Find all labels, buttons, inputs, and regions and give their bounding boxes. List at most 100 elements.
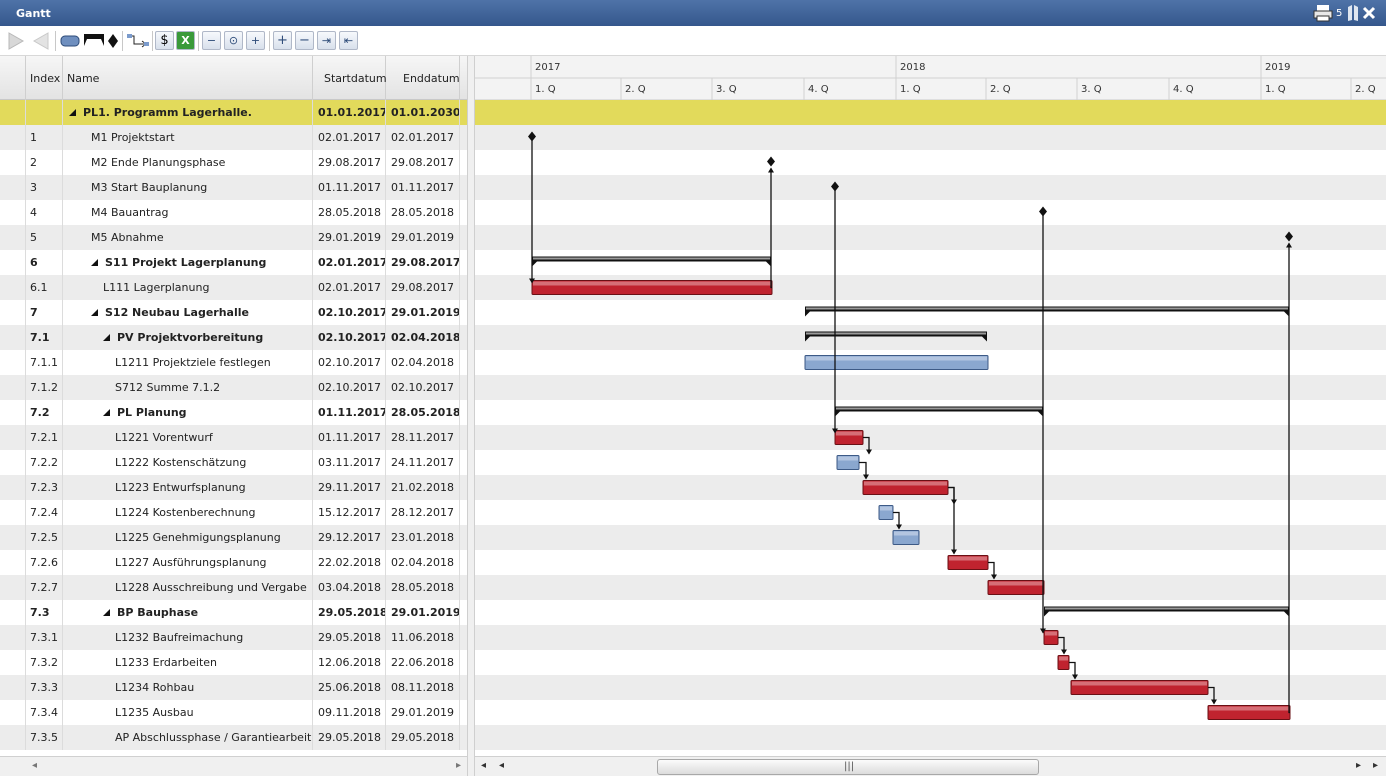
cell-name: M4 Bauantrag [63, 200, 313, 225]
collapse-triangle-icon[interactable] [103, 608, 110, 616]
collapse-triangle-icon[interactable] [103, 408, 110, 416]
zoom-out-icon[interactable]: − [202, 31, 221, 50]
table-row[interactable]: 7.3.3 L1234 Rohbau 25.06.2018 08.11.2018 [0, 675, 467, 700]
scroll-right-icon[interactable]: ▸ [456, 760, 462, 771]
index-text: 7.3.1 [30, 631, 58, 644]
table-row[interactable]: 7.2.2 L1222 Kostenschätzung 03.11.2017 24.1… [0, 450, 467, 475]
cell-name: M2 Ende Planungsphase [63, 150, 313, 175]
index-text: 7.2.2 [30, 456, 58, 469]
dependency-line [863, 436, 870, 454]
name-text: S11 Projekt Lagerplanung [105, 256, 267, 269]
header-end[interactable]: Enddatum [386, 56, 460, 100]
start-text: 02.01.2017 [318, 281, 381, 294]
task-bar-highlight [1045, 631, 1057, 636]
index-text: 1 [30, 131, 37, 144]
table-row[interactable]: 3 M3 Start Bauplanung 01.11.2017 01.11.2017 [0, 175, 467, 200]
table-row[interactable]: 7.2 PL Planung 01.11.2017 28.05.2018 [0, 400, 467, 425]
dependency-line [770, 168, 772, 289]
grid-horizontal-scrollbar[interactable]: ◂ ▸ [0, 756, 467, 776]
cell-blank [0, 125, 26, 150]
table-row[interactable]: 7.1.2 S712 Summe 7.1.2 02.10.2017 02.10.201… [0, 375, 467, 400]
cell-index: 7.2.1 [26, 425, 63, 450]
chart-row-bg [475, 175, 1386, 200]
table-row[interactable]: 7.2.4 L1224 Kostenberechnung 15.12.2017 28.… [0, 500, 467, 525]
scroll-start-icon[interactable]: ◂ [481, 760, 487, 771]
collapse-triangle-icon[interactable] [91, 258, 98, 266]
currency-icon[interactable]: $ [155, 31, 174, 50]
collapse-triangle-icon[interactable] [103, 333, 110, 341]
zoom-in-icon[interactable]: + [246, 31, 265, 50]
header-index[interactable]: Index [26, 56, 63, 100]
bar-shape-icon[interactable] [60, 34, 80, 48]
name-text: BP Bauphase [117, 606, 199, 619]
table-row[interactable]: 5 M5 Abnahme 29.01.2019 29.01.2019 [0, 225, 467, 250]
columns-icon[interactable] [1346, 4, 1360, 22]
chart-row-bg [475, 125, 1386, 150]
task-bar-highlight [864, 481, 947, 486]
excel-icon[interactable]: X [176, 31, 195, 50]
cell-name: M3 Start Bauplanung [63, 175, 313, 200]
zoom-fit-icon[interactable]: ⊙ [224, 31, 243, 50]
task-bar [892, 530, 920, 545]
table-row[interactable]: 7.3.1 L1232 Baufreimachung 29.05.2018 11.06… [0, 625, 467, 650]
scroll-end-icon[interactable]: ▸ [1373, 760, 1379, 771]
cell-index: 7.2.5 [26, 525, 63, 550]
table-row[interactable]: 7 S12 Neubau Lagerhalle 02.10.2017 29.01.20… [0, 300, 467, 325]
cell-blank [0, 450, 26, 475]
index-text: 7.2.3 [30, 481, 58, 494]
cell-start: 15.12.2017 [313, 500, 386, 525]
chart-row-bg [475, 500, 1386, 525]
table-row[interactable]: 7.1 PV Projektvorbereitung 02.10.2017 02.04… [0, 325, 467, 350]
close-icon[interactable] [1362, 4, 1376, 22]
collapse-triangle-icon[interactable] [69, 108, 76, 116]
cell-end: 02.04.2018 [386, 350, 460, 375]
collapse-triangle-icon[interactable] [91, 308, 98, 316]
cell-name: L1222 Kostenschätzung [63, 450, 313, 475]
table-row[interactable]: 6.1 L111 Lagerplanung 02.01.2017 29.08.2017 [0, 275, 467, 300]
table-row[interactable]: 7.1.1 L1211 Projektziele festlegen 02.10.2… [0, 350, 467, 375]
table-row[interactable]: 7.3.4 L1235 Ausbau 09.11.2018 29.01.2019 [0, 700, 467, 725]
print-icon[interactable] [1313, 4, 1333, 22]
table-row[interactable]: 7.2.5 L1225 Genehmigungsplanung 29.12.2017… [0, 525, 467, 550]
indent-icon[interactable]: ⇥ [317, 31, 336, 50]
scroll-thumb[interactable]: ||| [657, 759, 1039, 775]
end-text: 29.08.2017 [391, 256, 460, 269]
header-start[interactable]: Startdatum [313, 56, 387, 100]
splitter-handle[interactable] [467, 56, 475, 776]
table-row[interactable]: PL1. Programm Lagerhalle. 01.01.2017 01.01… [0, 100, 467, 125]
chart-row-bg [475, 675, 1386, 700]
outdent-icon[interactable]: ⇤ [339, 31, 358, 50]
table-row[interactable]: 7.2.6 L1227 Ausführungsplanung 22.02.2018 0… [0, 550, 467, 575]
play-icon[interactable] [5, 31, 25, 51]
chart-horizontal-scrollbar[interactable]: ◂ ◂ ||| ▸ ▸ [475, 756, 1386, 776]
dependency-arrowhead [832, 428, 838, 434]
scroll-left-icon[interactable]: ◂ [499, 760, 505, 771]
cell-start: 28.05.2018 [313, 200, 386, 225]
cell-end: 29.08.2017 [386, 150, 460, 175]
table-row[interactable]: 7.2.1 L1221 Vorentwurf 01.11.2017 28.11.201… [0, 425, 467, 450]
table-row[interactable]: 7.2.7 L1228 Ausschreibung und Vergabe 03.0… [0, 575, 467, 600]
name-text: M3 Start Bauplanung [91, 181, 208, 194]
gantt-svg: 2017 2018 2019 1. Q 2. Q 3. Q 4. Q 1. Q 2. Q 3. Q… [475, 56, 1386, 750]
add-icon[interactable]: + [273, 31, 292, 50]
end-text: 29.01.2019 [391, 606, 460, 619]
name-text: L1232 Baufreimachung [115, 631, 244, 644]
summary-shape-icon[interactable] [83, 32, 105, 48]
table-row[interactable]: 7.3.2 L1233 Erdarbeiten 12.06.2018 22.06.20… [0, 650, 467, 675]
table-row[interactable]: 4 M4 Bauantrag 28.05.2018 28.05.2018 [0, 200, 467, 225]
table-row[interactable]: 2 M2 Ende Planungsphase 29.08.2017 29.08.20… [0, 150, 467, 175]
link-icon[interactable] [126, 32, 150, 50]
milestone-shape-icon[interactable] [107, 33, 119, 49]
table-row[interactable]: 7.3.5 AP Abschlussphase / Garantiearbeite… [0, 725, 467, 750]
remove-icon[interactable]: − [295, 31, 314, 50]
table-row[interactable]: 6 S11 Projekt Lagerplanung 02.01.2017 29.08… [0, 250, 467, 275]
back-icon[interactable] [30, 31, 50, 51]
end-text: 29.08.2017 [391, 281, 454, 294]
table-row[interactable]: 7.3 BP Bauphase 29.05.2018 29.01.2019 [0, 600, 467, 625]
scroll-left-icon[interactable]: ◂ [32, 760, 38, 771]
header-name[interactable]: Name [63, 56, 313, 100]
table-row[interactable]: 1 M1 Projektstart 02.01.2017 02.01.2017 [0, 125, 467, 150]
cell-name: L1233 Erdarbeiten [63, 650, 313, 675]
scroll-right-icon[interactable]: ▸ [1356, 760, 1362, 771]
table-row[interactable]: 7.2.3 L1223 Entwurfsplanung 29.11.2017 21.0… [0, 475, 467, 500]
